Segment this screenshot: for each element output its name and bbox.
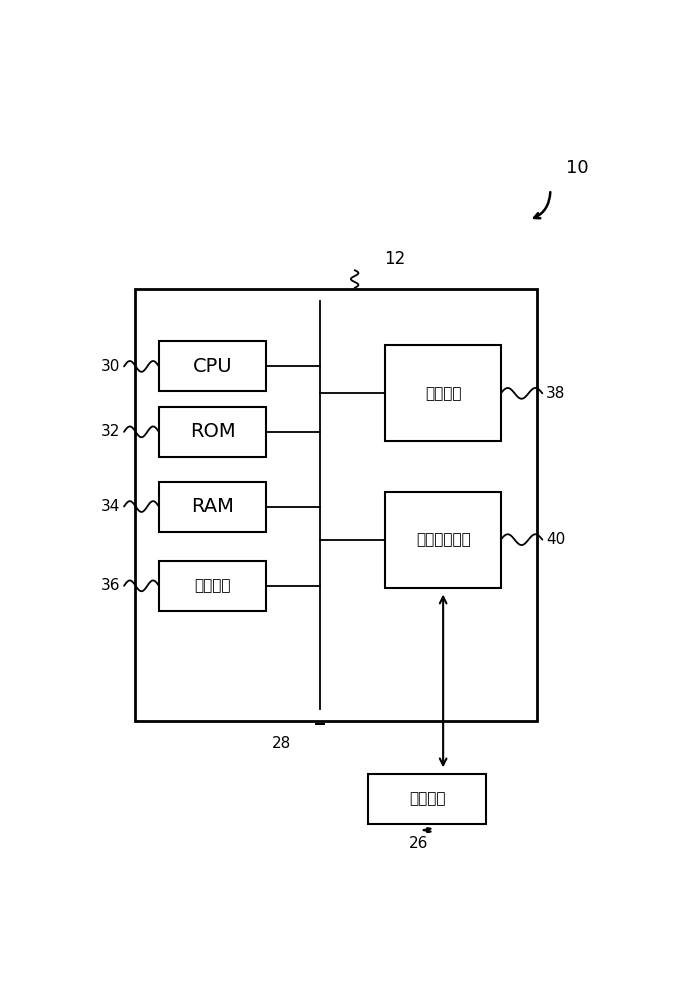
Bar bbox=[368, 774, 486, 824]
Text: CPU: CPU bbox=[192, 357, 233, 376]
Text: 30: 30 bbox=[101, 359, 120, 374]
Text: 通信接口: 通信接口 bbox=[425, 386, 462, 401]
Text: 32: 32 bbox=[101, 424, 120, 439]
Text: 存储装置: 存储装置 bbox=[194, 578, 230, 593]
Bar bbox=[159, 341, 266, 391]
Bar bbox=[385, 345, 501, 441]
Bar bbox=[385, 492, 501, 588]
Text: 28: 28 bbox=[271, 736, 291, 751]
Text: 室内相机: 室内相机 bbox=[409, 792, 445, 807]
Text: 输入输出接口: 输入输出接口 bbox=[416, 532, 471, 547]
Bar bbox=[159, 482, 266, 532]
Text: 10: 10 bbox=[567, 159, 589, 177]
Text: RAM: RAM bbox=[191, 497, 234, 516]
Bar bbox=[159, 407, 266, 457]
Text: 26: 26 bbox=[410, 836, 428, 851]
Text: 36: 36 bbox=[101, 578, 120, 593]
Text: 40: 40 bbox=[546, 532, 565, 547]
Text: 12: 12 bbox=[384, 250, 406, 268]
Bar bbox=[135, 289, 537, 721]
Bar bbox=[159, 561, 266, 611]
Text: 38: 38 bbox=[546, 386, 565, 401]
Text: 34: 34 bbox=[101, 499, 120, 514]
Text: ROM: ROM bbox=[190, 422, 235, 441]
